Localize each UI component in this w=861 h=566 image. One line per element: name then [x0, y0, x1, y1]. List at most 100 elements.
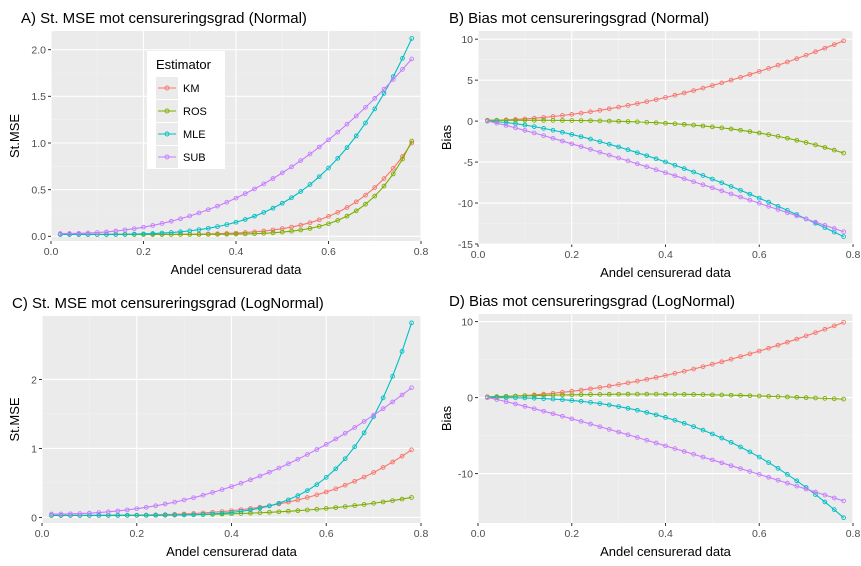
- x-axis-title: Andel censurerad data: [171, 262, 303, 277]
- data-point-km: [831, 42, 837, 47]
- data-point-sub: [77, 511, 83, 516]
- x-tick-label: 0.0: [35, 528, 50, 540]
- data-point-sub: [672, 173, 678, 179]
- data-point-sub: [635, 435, 640, 440]
- data-point-sub: [150, 223, 156, 228]
- data-point-mle: [644, 410, 650, 415]
- data-point-sub: [96, 510, 102, 515]
- legend-item-mle: MLE: [156, 123, 206, 145]
- data-point-ros: [738, 393, 743, 398]
- data-point-mle: [747, 449, 753, 455]
- data-point-mle: [625, 147, 631, 153]
- data-point-sub: [813, 219, 818, 225]
- y-tick-label: 0: [31, 512, 37, 524]
- data-point-mle: [728, 184, 734, 189]
- data-point-sub: [307, 151, 313, 157]
- data-point-mle: [181, 512, 187, 518]
- series-sub: [485, 118, 846, 235]
- y-tick-label: 0: [467, 116, 473, 128]
- data-point-sub: [541, 408, 546, 414]
- data-point-mle: [738, 187, 743, 193]
- data-point-km: [361, 474, 367, 480]
- data-point-sub: [494, 120, 500, 126]
- data-point-mle: [372, 106, 378, 112]
- data-point-sub: [257, 473, 263, 479]
- data-point-ros: [353, 208, 359, 214]
- data-point-mle: [252, 213, 257, 219]
- data-point-sub: [122, 227, 128, 233]
- data-point-sub: [644, 437, 650, 443]
- data-point-sub: [691, 451, 696, 457]
- data-point-km: [569, 112, 575, 117]
- data-point-sub: [353, 113, 359, 119]
- data-point-mle: [635, 407, 640, 413]
- data-point-km: [363, 192, 368, 198]
- data-point-mle: [224, 222, 230, 227]
- data-point-ros: [616, 391, 621, 397]
- data-point-sub: [85, 230, 91, 236]
- data-point-sub: [191, 495, 196, 501]
- data-point-ros: [267, 509, 272, 515]
- data-point-km: [756, 348, 762, 354]
- data-point-mle: [314, 482, 320, 487]
- data-point-mle: [522, 395, 528, 401]
- x-tick-label: 0.4: [229, 246, 244, 258]
- x-tick-label: 0.8: [846, 528, 861, 540]
- data-point-ros: [756, 393, 762, 399]
- data-point-ros: [822, 145, 828, 150]
- data-point-ros: [663, 120, 668, 126]
- data-point-sub: [822, 222, 828, 228]
- data-point-mle: [304, 488, 310, 493]
- data-point-mle: [813, 492, 818, 497]
- data-point-sub: [68, 511, 73, 517]
- data-point-ros: [747, 393, 753, 399]
- data-point-sub: [113, 228, 119, 234]
- x-tick-label: 0.4: [224, 528, 239, 540]
- data-point-sub: [187, 213, 193, 219]
- data-point-mle: [831, 507, 837, 512]
- series-mle: [49, 320, 414, 518]
- data-point-sub: [569, 141, 575, 147]
- data-point-sub: [361, 419, 367, 424]
- data-point-mle: [96, 513, 102, 518]
- data-point-mle: [691, 169, 696, 175]
- data-point-km: [738, 354, 743, 359]
- data-point-sub: [513, 401, 518, 407]
- data-point-mle: [756, 195, 762, 201]
- data-point-mle: [344, 145, 350, 151]
- data-point-sub: [267, 469, 272, 475]
- data-point-sub: [700, 454, 706, 460]
- data-point-sub: [210, 490, 215, 495]
- data-point-km: [691, 366, 696, 372]
- data-point-ros: [298, 227, 304, 233]
- data-point-sub: [747, 197, 753, 203]
- data-point-ros: [276, 509, 282, 515]
- legend-key-point: [164, 131, 170, 137]
- series-line-km: [487, 40, 844, 121]
- data-point-km: [635, 378, 640, 384]
- data-point-km: [831, 323, 837, 329]
- series-line-mle: [60, 38, 413, 236]
- data-point-mle: [134, 513, 140, 518]
- data-point-sub: [597, 149, 603, 155]
- data-point-sub: [691, 179, 696, 185]
- y-tick-label: 0.5: [31, 184, 46, 196]
- data-point-ros: [775, 134, 781, 139]
- data-point-ros: [390, 498, 395, 503]
- data-point-sub: [785, 210, 790, 216]
- data-point-mle: [143, 512, 149, 518]
- data-point-sub: [653, 167, 659, 173]
- data-point-sub: [124, 507, 130, 513]
- x-tick-label: 0.6: [319, 528, 334, 540]
- data-point-mle: [333, 466, 339, 472]
- data-point-sub: [606, 427, 612, 432]
- data-point-sub: [279, 170, 285, 176]
- data-point-sub: [494, 397, 500, 402]
- y-axis-title: Bias: [439, 124, 454, 150]
- data-point-ros: [597, 392, 603, 397]
- data-point-ros: [224, 231, 230, 237]
- data-point-ros: [248, 510, 253, 516]
- data-point-mle: [286, 497, 291, 503]
- data-point-ros: [756, 130, 762, 136]
- data-point-km: [390, 165, 396, 171]
